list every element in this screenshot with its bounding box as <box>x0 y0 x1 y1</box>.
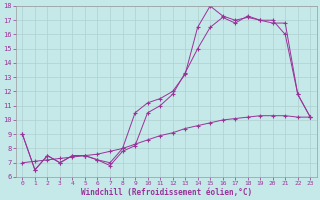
X-axis label: Windchill (Refroidissement éolien,°C): Windchill (Refroidissement éolien,°C) <box>81 188 252 197</box>
